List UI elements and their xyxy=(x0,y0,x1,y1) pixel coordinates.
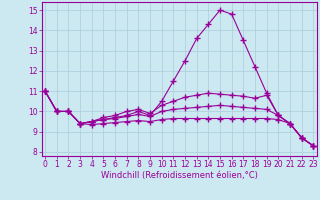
X-axis label: Windchill (Refroidissement éolien,°C): Windchill (Refroidissement éolien,°C) xyxy=(101,171,258,180)
